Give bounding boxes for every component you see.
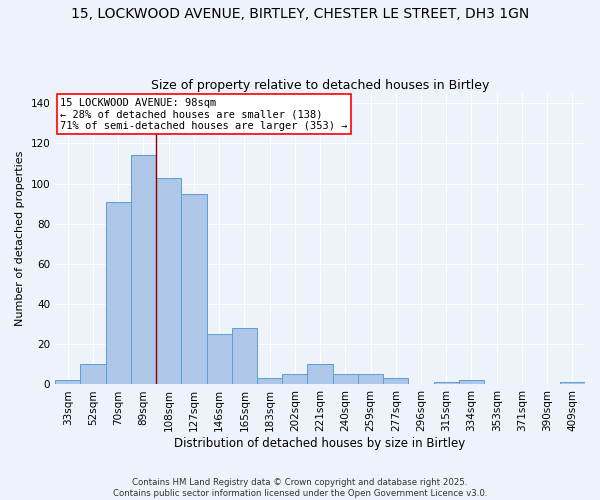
Bar <box>358 374 383 384</box>
Bar <box>206 334 232 384</box>
Bar <box>156 178 181 384</box>
Text: 15, LOCKWOOD AVENUE, BIRTLEY, CHESTER LE STREET, DH3 1GN: 15, LOCKWOOD AVENUE, BIRTLEY, CHESTER LE… <box>71 8 529 22</box>
Bar <box>181 194 206 384</box>
Text: Contains HM Land Registry data © Crown copyright and database right 2025.
Contai: Contains HM Land Registry data © Crown c… <box>113 478 487 498</box>
Bar <box>55 380 80 384</box>
Bar <box>383 378 409 384</box>
Title: Size of property relative to detached houses in Birtley: Size of property relative to detached ho… <box>151 79 489 92</box>
Bar <box>332 374 358 384</box>
Text: 15 LOCKWOOD AVENUE: 98sqm
← 28% of detached houses are smaller (138)
71% of semi: 15 LOCKWOOD AVENUE: 98sqm ← 28% of detac… <box>61 98 348 130</box>
Bar <box>434 382 459 384</box>
Bar <box>459 380 484 384</box>
Bar <box>307 364 332 384</box>
Bar <box>80 364 106 384</box>
Bar <box>560 382 585 384</box>
Bar <box>257 378 282 384</box>
X-axis label: Distribution of detached houses by size in Birtley: Distribution of detached houses by size … <box>175 437 466 450</box>
Y-axis label: Number of detached properties: Number of detached properties <box>15 151 25 326</box>
Bar <box>131 156 156 384</box>
Bar <box>106 202 131 384</box>
Bar <box>232 328 257 384</box>
Bar <box>282 374 307 384</box>
